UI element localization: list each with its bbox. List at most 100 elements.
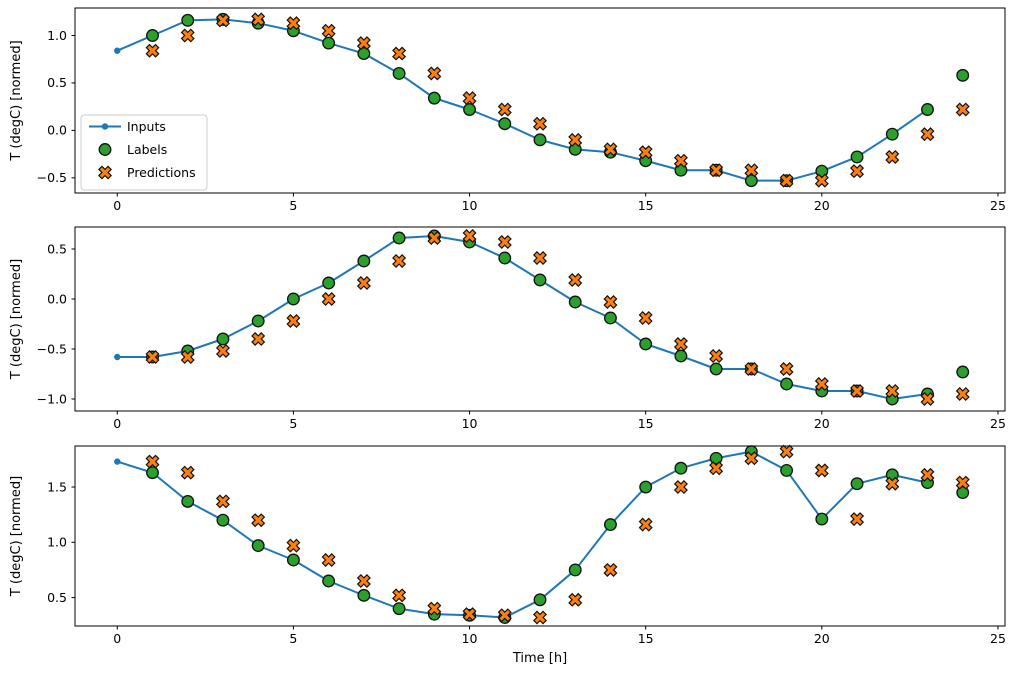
label-circle-marker [674,349,688,363]
label-circle-marker [251,539,265,553]
prediction-x-marker [638,311,653,325]
legend-inputs-dot-icon [101,123,109,130]
label-circle-marker [850,150,864,164]
prediction-x-marker [955,475,970,490]
prediction-x-marker [427,66,442,81]
prediction-x-marker [356,574,371,588]
prediction-x-marker [779,444,794,459]
label-circle-marker [885,127,899,141]
prediction-x-marker [286,16,301,31]
prediction-x-marker [145,43,160,58]
prediction-x-marker [709,349,724,363]
prediction-x-marker [497,102,512,117]
prediction-x-marker [533,116,547,131]
prediction-x-marker [462,91,477,106]
prediction-x-marker [392,254,407,268]
prediction-x-marker [321,552,336,567]
label-circle-marker [216,513,230,527]
subplot-middle: 0 5 10 15 20 25 −1.0 −0.5 0.0 0.5 T (degC) [normed… [9,226,1006,431]
prediction-x-marker [286,538,301,553]
label-circle-marker [357,47,371,60]
y-axis-label: T (degC) [normed] [9,259,24,380]
prediction-x-marker [215,13,230,28]
label-circle-marker [568,295,582,309]
label-circle-marker [392,231,406,245]
label-circle-marker [322,276,336,290]
x-axis: 0 5 10 15 20 25 [113,626,1006,646]
x-tick-label: 25 [990,416,1006,431]
x-tick-label: 20 [814,416,830,431]
x-tick-label: 15 [638,198,654,213]
y-tick-label: 0.0 [47,123,67,138]
prediction-x-marker [145,350,160,364]
input-dot-marker [114,353,121,361]
prediction-x-marker [180,28,195,43]
subplot-top: 0 5 10 15 20 25 −0.5 0.0 0.5 1.0 T (degC) [normed] [9,7,1006,213]
legend-item-inputs: Inputs [89,119,166,134]
prediction-x-marker [427,231,442,245]
legend: Inputs Labels Predictions [80,114,208,191]
x-tick-label: 10 [462,631,478,646]
prediction-x-marker [709,461,724,476]
prediction-x-marker [215,494,230,509]
y-tick-label: 0.5 [47,590,67,605]
label-circle-marker [780,377,794,391]
legend-box [80,114,208,191]
label-circle-marker [639,337,653,351]
prediction-x-marker [920,127,935,142]
x-tick-label: 5 [289,631,297,646]
x-tick-label: 0 [113,416,121,431]
x-axis-label: Time [h] [512,651,567,666]
label-circle-marker [286,553,300,567]
label-circle-marker [850,477,864,491]
prediction-x-marker [885,384,900,398]
y-axis-label: T (degC) [normed] [9,40,24,161]
label-circle-marker [146,29,159,42]
prediction-x-marker [779,362,794,376]
prediction-x-marker [251,12,266,27]
prediction-x-marker [850,164,865,179]
x-axis: 0 5 10 15 20 25 [113,193,1006,213]
prediction-x-marker [356,276,371,290]
x-axis: 0 5 10 15 20 25 [113,411,1006,431]
prediction-x-marker [180,350,195,364]
axes-spines [74,226,1006,412]
prediction-x-marker [603,562,618,577]
y-tick-label: 0.5 [47,241,67,256]
label-circle-marker [815,512,829,526]
prediction-x-marker [462,229,477,243]
prediction-x-marker [885,149,900,164]
prediction-x-marker [603,295,618,309]
prediction-x-marker [638,517,653,532]
label-circle-marker [463,103,477,116]
y-tick-label: 1.0 [47,28,67,43]
label-circle-marker [956,486,970,500]
plot-area [75,8,1005,193]
prediction-x-marker [356,36,371,51]
x-tick-label: 15 [638,631,654,646]
label-circle-marker [322,574,336,588]
prediction-x-marker [955,102,970,117]
prediction-x-marker [744,163,759,178]
x-tick-label: 10 [462,198,478,213]
label-circle-marker [392,67,406,80]
label-circle-marker [568,563,582,577]
prediction-x-marker [673,153,688,168]
prediction-x-marker [568,132,583,147]
label-circle-marker [674,461,688,475]
y-axis-label: T (degC) [normed] [9,476,24,597]
prediction-x-marker [462,607,477,622]
x-tick-label: 5 [289,416,297,431]
label-circle-marker [181,13,195,27]
prediction-x-marker [814,173,829,188]
prediction-x-marker [955,387,970,401]
predictions-markers [145,444,970,625]
legend-labels-circle-icon [98,143,112,156]
label-circle-marker [427,91,441,105]
label-circle-marker [639,480,653,494]
y-tick-label: −0.5 [37,170,67,185]
prediction-x-marker [215,344,230,358]
label-circle-marker [956,365,970,379]
prediction-x-marker [251,513,266,528]
